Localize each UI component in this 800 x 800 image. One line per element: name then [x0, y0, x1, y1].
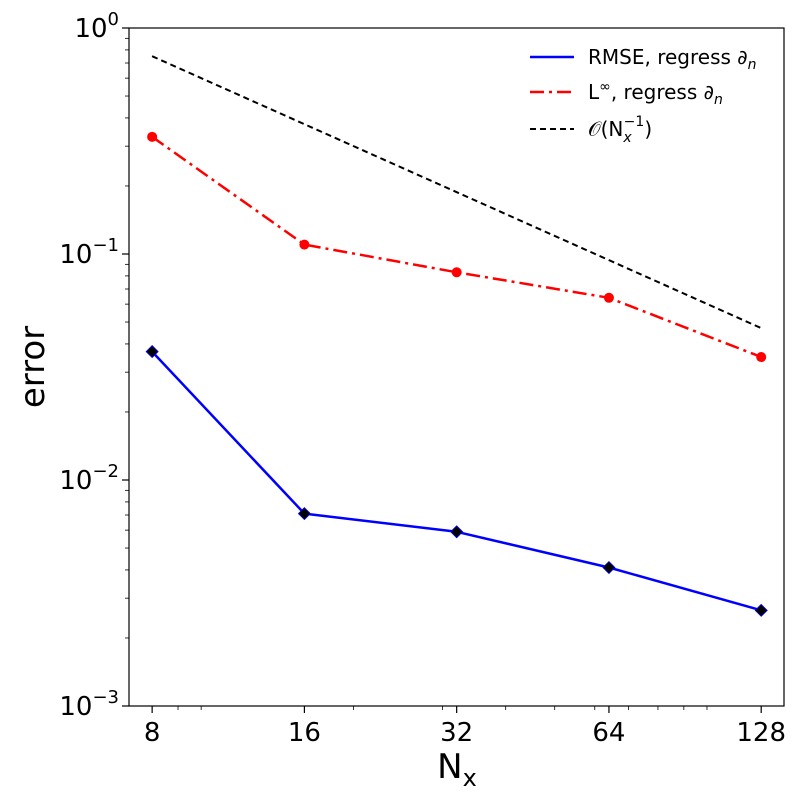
y-tick-label-0: 100: [74, 9, 119, 44]
marks-layer: [146, 56, 767, 616]
legend-label-rmse: RMSE, regress ∂n: [588, 45, 756, 73]
x-tick-label-4: 128: [736, 718, 786, 748]
legend-label-linf: L∞, regress ∂n: [588, 79, 723, 108]
ticks-layer: 8 16 32 64 128 100 10−1 10−2 10−3: [59, 9, 786, 748]
y-tick-label-3: 10−3: [59, 687, 119, 722]
series-1-point-0: [147, 132, 157, 142]
plot-frame: [129, 28, 784, 706]
x-axis-label-main: N: [437, 747, 462, 787]
y-tick-label-2: 10−2: [59, 461, 119, 496]
x-tick-label-2: 32: [440, 718, 473, 748]
series-0-point-4: [755, 604, 767, 616]
series-1-point-3: [604, 293, 614, 303]
legend: RMSE, regress ∂n L∞, regress ∂n 𝒪(Nx−1): [530, 45, 756, 146]
x-axis-label: Nx: [437, 747, 477, 792]
x-tick-label-0: 8: [144, 718, 161, 748]
y-axis-label: error: [13, 326, 53, 408]
series-1-line: [152, 137, 761, 357]
legend-label-reference: 𝒪(Nx−1): [588, 114, 652, 146]
x-tick-label-3: 64: [592, 718, 625, 748]
y-tick-label-1: 10−1: [59, 235, 119, 270]
series-0-line: [152, 352, 761, 611]
series-0-point-3: [603, 562, 615, 574]
series-1-point-2: [452, 267, 462, 277]
x-axis-label-sub: x: [463, 764, 477, 792]
series-0-point-2: [451, 526, 463, 538]
series-1-point-1: [299, 240, 309, 250]
series-1-point-4: [756, 352, 766, 362]
x-tick-label-1: 16: [288, 718, 321, 748]
